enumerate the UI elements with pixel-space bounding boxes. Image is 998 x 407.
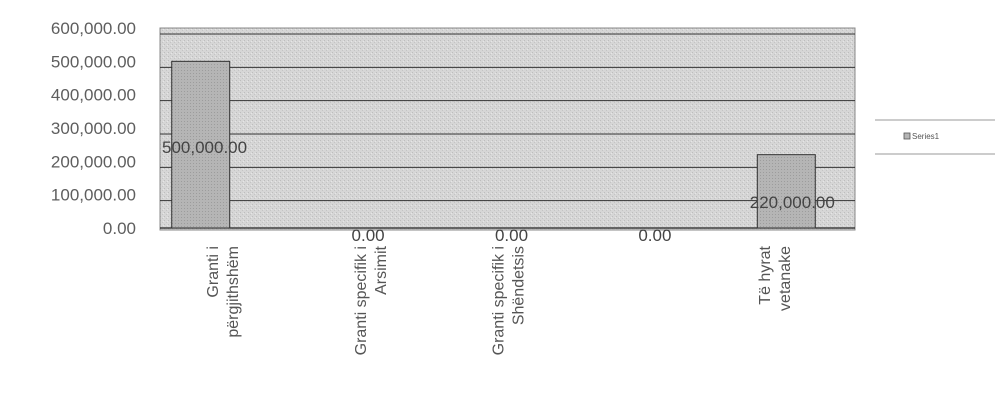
y-tick-label: 500,000.00 (51, 52, 136, 71)
plot-area (159, 27, 856, 231)
y-tick-label: 400,000.00 (51, 86, 136, 105)
data-label: 500,000.00 (162, 138, 247, 157)
data-label: 0.00 (352, 226, 385, 245)
legend: Series1 (875, 119, 995, 155)
y-tick-label: 0.00 (103, 219, 136, 238)
y-tick-label: 200,000.00 (51, 152, 136, 171)
category-label-line: përgjithshëm (225, 246, 242, 338)
bar (756, 154, 816, 229)
category-label: Granti specifik i Shëndetsis (491, 246, 528, 355)
legend-label: Series1 (912, 132, 940, 141)
y-tick-label: 300,000.00 (51, 119, 136, 138)
category-label: Granti specifik i Arsimit (353, 245, 390, 355)
category-label-line: Shëndetsis (511, 246, 528, 325)
category-label: Granti i përgjithshëm (205, 246, 242, 338)
category-label-line: Arsimit (373, 245, 390, 294)
y-tick-label: 600,000.00 (51, 19, 136, 38)
y-tick-label: 100,000.00 (51, 186, 136, 205)
category-label: Të hyrat vetanake (757, 245, 794, 310)
category-label-line: Të hyrat (757, 245, 774, 304)
category-label-line: Granti specifik i (491, 246, 508, 355)
category-label-line: Granti specifik i (353, 246, 370, 355)
data-label: 0.00 (638, 226, 671, 245)
data-label: 220,000.00 (750, 193, 835, 212)
category-label-line: Granti i (205, 246, 222, 298)
legend-swatch (903, 132, 911, 140)
bar (171, 60, 231, 229)
data-label: 0.00 (495, 226, 528, 245)
category-label-line: vetanake (777, 246, 794, 311)
